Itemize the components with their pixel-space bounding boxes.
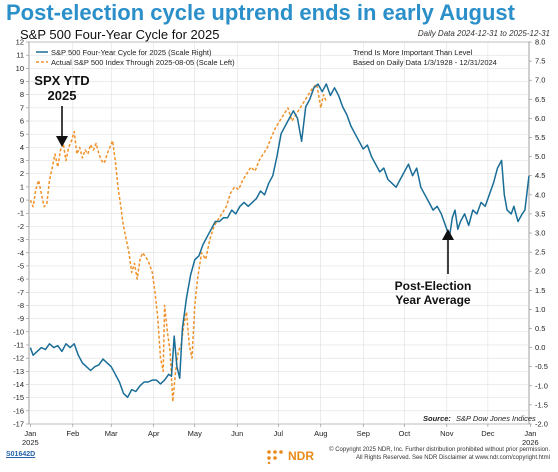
note-trend: Trend Is More Important Than Level xyxy=(353,48,473,57)
left-tick-label: 1 xyxy=(20,182,24,191)
right-tick-label: 8.0 xyxy=(535,38,545,47)
annotation-spx-ytd-line1: SPX YTD xyxy=(34,73,89,88)
annotation-post-election-line1: Post-Election xyxy=(395,279,472,293)
left-tick-label: -11 xyxy=(14,340,24,349)
right-tick-label: 2.5 xyxy=(535,248,545,257)
right-tick-label: 3.0 xyxy=(535,229,545,238)
left-tick-label: -3 xyxy=(17,235,24,244)
left-tick-label: -7 xyxy=(17,288,24,297)
x-tick-label: Aug xyxy=(314,429,327,438)
ndr-logo-text: NDR xyxy=(288,449,314,463)
left-tick-label: -4 xyxy=(17,248,24,257)
note-based-on: Based on Daily Data 1/3/1928 - 12/31/202… xyxy=(353,58,497,67)
copyright-line-1: © Copyright 2025 NDR, Inc. Further distr… xyxy=(329,447,550,453)
x-tick-label: Jan 2026 xyxy=(522,429,539,447)
left-tick-label: 4 xyxy=(20,143,24,152)
series-lines xyxy=(29,83,530,403)
series-line-cycle xyxy=(29,83,530,399)
right-tick-label: 7.5 xyxy=(535,57,545,66)
left-tick-label: 0 xyxy=(20,196,24,205)
left-tick-label: -15 xyxy=(13,393,24,402)
right-tick-label: 0.5 xyxy=(535,324,545,333)
right-tick-label: 1.5 xyxy=(535,286,545,295)
left-tick-label: 3 xyxy=(20,156,24,165)
left-tick-label: 5 xyxy=(20,130,24,139)
series-line-actual xyxy=(29,83,327,403)
chart-id[interactable]: S01642D xyxy=(6,451,36,458)
right-tick-label: 4.5 xyxy=(535,171,545,180)
left-tick-label: -8 xyxy=(17,301,24,310)
right-tick-label: 4.0 xyxy=(535,190,545,199)
chart-title: S&P 500 Four-Year Cycle for 2025 xyxy=(20,27,220,42)
legend: S&P 500 Four-Year Cycle for 2025 (Scale … xyxy=(36,48,235,67)
left-tick-label: 11 xyxy=(16,51,24,60)
x-tick-label: May xyxy=(188,429,202,438)
right-tick-label: 6.0 xyxy=(535,114,545,123)
copyright-notice: © Copyright 2025 NDR, Inc. Further distr… xyxy=(329,446,550,462)
x-tick-label: Sep xyxy=(357,429,370,438)
source-label: Source: xyxy=(423,414,451,423)
headline: Post-election cycle uptrend ends in earl… xyxy=(6,0,515,25)
right-tick-label: -0.5 xyxy=(535,362,548,371)
source-value: S&P Dow Jones Indices xyxy=(456,414,536,423)
ndr-logo: NDR xyxy=(265,448,314,464)
x-tick-label: Feb xyxy=(66,429,79,438)
x-tick-label: Jan 2025 xyxy=(22,429,39,447)
x-tick-label: Apr xyxy=(148,429,160,438)
left-tick-label: -9 xyxy=(17,314,24,323)
x-tick-label: Oct xyxy=(399,429,412,438)
annotation-arrow-post-election xyxy=(442,229,454,274)
left-tick-label: -5 xyxy=(17,261,24,270)
x-tick-label: Dec xyxy=(481,429,495,438)
right-tick-label: 2.0 xyxy=(535,267,545,276)
copyright-line-2: All Rights Reserved. See NDR Disclaimer … xyxy=(355,455,550,461)
right-tick-label: 5.5 xyxy=(535,133,545,142)
right-tick-label: 0.0 xyxy=(535,343,545,352)
x-tick-label: Nov xyxy=(440,429,454,438)
left-tick-label: -13 xyxy=(13,367,24,376)
x-tick-label: Mar xyxy=(105,429,118,438)
plot-frame xyxy=(28,41,530,425)
left-tick-label: -17 xyxy=(13,420,24,429)
legend-label-cycle: S&P 500 Four-Year Cycle for 2025 (Scale … xyxy=(51,48,212,57)
left-tick-label: 6 xyxy=(20,117,24,126)
right-tick-label: 5.0 xyxy=(535,152,545,161)
right-tick-label: -1.5 xyxy=(535,400,548,409)
left-tick-label: 2 xyxy=(20,169,24,178)
left-axis: 1211109876543210-1-2-3-4-5-6-7-8-9-10-11… xyxy=(13,38,29,429)
right-tick-label: 3.5 xyxy=(535,209,545,218)
left-tick-label: -14 xyxy=(13,380,24,389)
right-tick-label: 6.5 xyxy=(535,95,545,104)
left-tick-label: 9 xyxy=(20,77,24,86)
right-axis: 8.0 7.5 7.0 6.5 6.0 5.5 5.0 4.5 4.0 3.5 3.0 2.5 2.0 1… xyxy=(529,38,548,429)
left-tick-label: -16 xyxy=(13,406,24,415)
left-tick-label: -10 xyxy=(13,327,24,336)
x-axis: Jan 2025 Feb Mar Apr May Jun Jul Aug Sep Oct Nov Dec… xyxy=(22,424,539,447)
annotation-spx-ytd-line2: 2025 xyxy=(48,88,77,103)
right-tick-label: 1.0 xyxy=(535,305,545,314)
legend-label-actual: Actual S&P 500 Index Through 2025-08-05 … xyxy=(51,58,235,67)
left-tick-label: -12 xyxy=(13,354,24,363)
right-tick-label: 7.0 xyxy=(535,76,545,85)
left-tick-label: 12 xyxy=(16,38,24,47)
date-range-note: Daily Data 2024-12-31 to 2025-12-31 xyxy=(417,29,550,38)
left-tick-label: 8 xyxy=(20,90,24,99)
annotation-arrow-spx xyxy=(56,106,68,147)
gridlines xyxy=(29,41,529,425)
left-tick-label: -1 xyxy=(17,209,24,218)
ndr-logo-icon xyxy=(267,450,283,464)
left-tick-label: -6 xyxy=(17,275,24,284)
right-tick-label: -1.0 xyxy=(535,381,548,390)
right-tick-label: -2.0 xyxy=(535,420,548,429)
left-tick-label: -2 xyxy=(17,222,24,231)
left-tick-label: 10 xyxy=(16,64,24,73)
x-tick-label: Jul xyxy=(274,429,284,438)
left-tick-label: 7 xyxy=(20,103,24,112)
source-note: Source: S&P Dow Jones Indices xyxy=(423,414,536,423)
annotation-post-election-line2: Year Average xyxy=(395,293,470,307)
x-tick-label: Jun xyxy=(231,429,243,438)
